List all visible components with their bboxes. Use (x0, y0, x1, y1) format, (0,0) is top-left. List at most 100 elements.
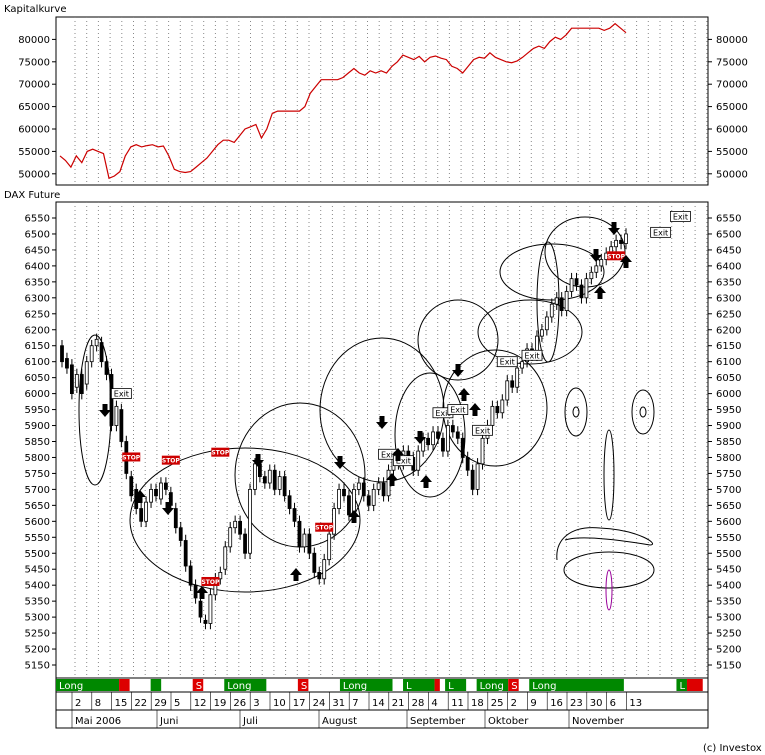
sell-arrow-icon (99, 404, 111, 417)
sell-arrow-icon (414, 431, 426, 444)
exit-tag-box (521, 349, 543, 361)
candle-body (455, 431, 460, 439)
y-tick-label: 50000 (18, 169, 50, 180)
day-label: 5 (174, 698, 180, 709)
candle-body (317, 572, 322, 580)
signal-segment (676, 679, 687, 691)
signal-segment (150, 679, 162, 691)
day-label: 14 (372, 698, 385, 709)
day-label: 18 (471, 698, 484, 709)
exit-tag: Exit (653, 228, 668, 237)
day-label: 30 (590, 698, 603, 709)
candle-body (599, 259, 604, 267)
candle-body (436, 431, 440, 439)
signal-label: L (679, 681, 685, 692)
price-y-axis-left: 5150 5200 5250 5300 5350 5400 5450 5500 5550 5600… (25, 214, 56, 672)
y-tick-label: 6000 (716, 389, 741, 400)
annotation-ellipse (536, 241, 560, 363)
y-tick-label: 6400 (25, 261, 50, 272)
annotation-ellipse (639, 406, 647, 418)
signal-label: L (448, 681, 454, 692)
candle-body (347, 495, 351, 516)
y-tick-label: 70000 (18, 80, 50, 91)
signal-arrows (99, 222, 632, 599)
candle-body (480, 437, 485, 465)
candle-body (376, 482, 381, 490)
candle-body (589, 271, 594, 280)
candle-body (238, 520, 243, 535)
y-tick-label: 75000 (18, 57, 50, 68)
candle-body (253, 463, 257, 490)
y-tick-label: 6100 (25, 357, 50, 368)
annotation-ellipse (603, 429, 615, 521)
stop-tag: STOP (211, 450, 230, 457)
annotation-ellipse (477, 299, 583, 365)
y-tick-label: 5150 (25, 661, 50, 672)
candle-body (505, 380, 510, 401)
y-tick-label: 5600 (25, 517, 50, 528)
y-tick-label: 6400 (716, 261, 741, 272)
candle-body (139, 508, 144, 522)
y-tick-label: 6000 (25, 389, 50, 400)
y-tick-label: 6150 (25, 341, 50, 352)
exit-tag: Exit (673, 212, 688, 221)
y-tick-label: 6250 (25, 309, 50, 320)
exit-tag: Exit (114, 390, 129, 399)
day-label: 7 (352, 698, 358, 709)
annotation-freehand (556, 527, 653, 561)
candle-body (465, 457, 470, 471)
day-label: 25 (491, 698, 504, 709)
candle-body (154, 488, 158, 497)
y-tick-label: 5800 (25, 453, 50, 464)
y-tick-label: 5950 (716, 405, 741, 416)
day-label: 4 (431, 698, 437, 709)
signal-segment (686, 679, 703, 691)
stop-tag: STOP (162, 458, 181, 465)
y-tick-label: 5200 (25, 645, 50, 656)
month-label: November (572, 716, 625, 727)
y-tick-label: 6350 (716, 277, 741, 288)
equity-y-axis-right: 50000 55000 60000 65000 70000 75000 80000 (708, 35, 748, 180)
candle-body (119, 409, 124, 442)
candle-body (79, 374, 84, 395)
day-label: 12 (194, 698, 207, 709)
signal-label: Long (59, 681, 83, 692)
exit-tag-box (447, 404, 469, 415)
candle-body (490, 405, 495, 426)
candle-body (60, 345, 64, 363)
exit-tag: Exit (381, 450, 396, 459)
candle-body (168, 492, 173, 506)
sell-arrow-icon (452, 364, 464, 377)
buy-arrow-icon (469, 403, 481, 416)
y-tick-label: 6100 (716, 357, 741, 368)
month-label: August (322, 716, 357, 727)
stop-tag: STOP (315, 525, 334, 532)
candle-body (183, 540, 188, 567)
candle-body (549, 303, 554, 318)
signal-segment (192, 679, 204, 691)
day-label: 17 (293, 698, 306, 709)
y-tick-label: 5300 (25, 613, 50, 624)
candle-body (114, 405, 119, 426)
y-tick-label: 60000 (716, 125, 748, 136)
candle-body (495, 405, 500, 414)
signal-segment (339, 679, 393, 691)
candle-body (282, 476, 287, 497)
equity-panel-title: Kapitalkurve (4, 4, 66, 15)
candlesticks (60, 228, 628, 630)
day-label: 3 (253, 698, 259, 709)
candle-body (544, 316, 549, 331)
candle-body (441, 437, 445, 452)
month-label: Juli (242, 716, 258, 727)
equity-grid (74, 17, 708, 185)
candle-body (99, 342, 104, 363)
candle-body (277, 476, 282, 490)
candle-body (159, 482, 163, 500)
exit-tag: Exit (524, 351, 539, 360)
exit-tag-box (110, 388, 132, 400)
y-tick-label: 5800 (716, 453, 741, 464)
buy-arrow-icon (620, 255, 632, 268)
signal-segment (119, 679, 130, 691)
y-tick-label: 6250 (716, 309, 741, 320)
